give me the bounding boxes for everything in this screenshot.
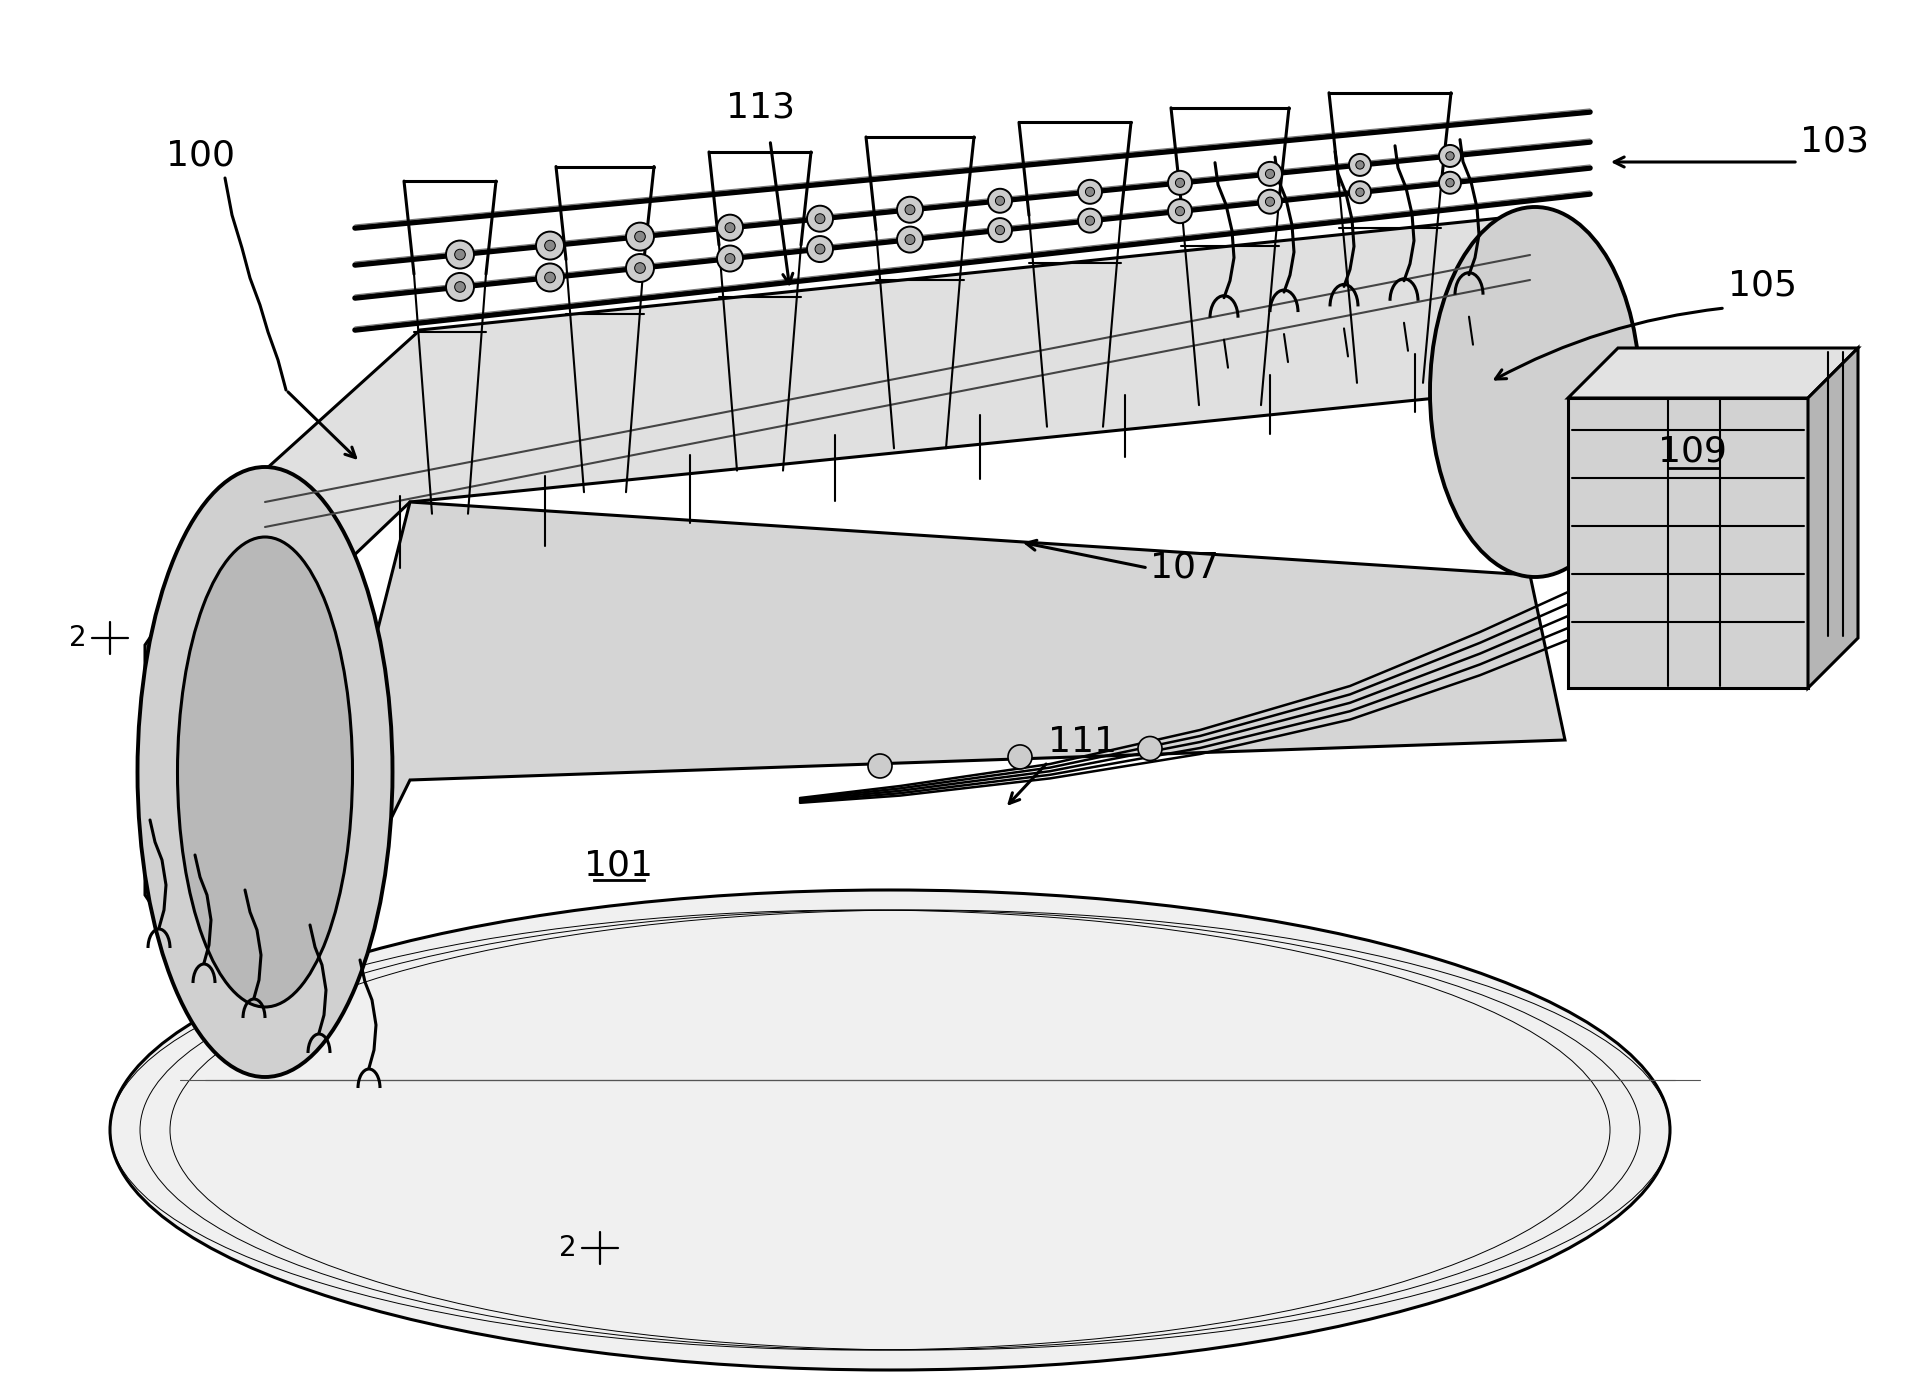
Circle shape xyxy=(1446,152,1454,160)
Text: 2: 2 xyxy=(69,624,87,651)
Circle shape xyxy=(807,236,834,262)
Circle shape xyxy=(1138,737,1161,760)
Text: 2: 2 xyxy=(559,1235,576,1262)
Circle shape xyxy=(1175,179,1184,187)
Circle shape xyxy=(1167,170,1192,195)
Polygon shape xyxy=(144,470,266,1076)
Circle shape xyxy=(815,213,824,223)
Circle shape xyxy=(545,240,555,251)
Text: 103: 103 xyxy=(1801,126,1870,159)
Circle shape xyxy=(996,226,1005,234)
Ellipse shape xyxy=(137,467,393,1077)
Circle shape xyxy=(1265,197,1275,206)
Polygon shape xyxy=(266,502,1566,1076)
Circle shape xyxy=(1356,160,1364,169)
Polygon shape xyxy=(266,215,1566,640)
Circle shape xyxy=(447,240,474,269)
Circle shape xyxy=(447,273,474,301)
Circle shape xyxy=(716,215,743,241)
Circle shape xyxy=(898,197,923,223)
Circle shape xyxy=(1175,206,1184,216)
Circle shape xyxy=(807,205,834,232)
Circle shape xyxy=(455,250,466,259)
Circle shape xyxy=(626,223,655,251)
Circle shape xyxy=(636,262,645,273)
Circle shape xyxy=(724,254,736,264)
Circle shape xyxy=(988,188,1011,213)
Circle shape xyxy=(455,282,466,293)
Text: 101: 101 xyxy=(584,848,653,882)
Ellipse shape xyxy=(110,890,1670,1370)
Circle shape xyxy=(1007,745,1032,769)
Circle shape xyxy=(996,197,1005,205)
Circle shape xyxy=(535,232,564,259)
Text: 100: 100 xyxy=(166,138,235,172)
Circle shape xyxy=(815,244,824,254)
Circle shape xyxy=(905,205,915,215)
Circle shape xyxy=(724,223,736,233)
Circle shape xyxy=(1348,181,1371,204)
Circle shape xyxy=(545,272,555,283)
Circle shape xyxy=(898,226,923,252)
Text: 105: 105 xyxy=(1728,268,1797,301)
Circle shape xyxy=(716,246,743,272)
Ellipse shape xyxy=(177,537,352,1007)
Circle shape xyxy=(869,753,892,778)
Polygon shape xyxy=(1809,347,1859,688)
Circle shape xyxy=(1086,216,1094,225)
Polygon shape xyxy=(1568,398,1809,688)
Text: 113: 113 xyxy=(726,91,795,126)
Circle shape xyxy=(905,234,915,244)
Polygon shape xyxy=(1568,347,1859,398)
Circle shape xyxy=(1356,188,1364,197)
Ellipse shape xyxy=(1429,206,1641,578)
Circle shape xyxy=(1265,169,1275,179)
Text: 111: 111 xyxy=(1048,725,1117,759)
Circle shape xyxy=(626,254,655,282)
Circle shape xyxy=(1439,145,1462,167)
Circle shape xyxy=(988,218,1011,243)
Circle shape xyxy=(1348,153,1371,176)
Circle shape xyxy=(1079,209,1102,233)
Circle shape xyxy=(1086,187,1094,197)
Circle shape xyxy=(1446,179,1454,187)
Circle shape xyxy=(1167,199,1192,223)
Text: 109: 109 xyxy=(1658,435,1726,469)
Circle shape xyxy=(1439,172,1462,194)
Circle shape xyxy=(535,264,564,292)
Circle shape xyxy=(1258,190,1283,213)
Text: 107: 107 xyxy=(1150,551,1219,585)
Circle shape xyxy=(636,232,645,241)
Circle shape xyxy=(1258,162,1283,186)
Circle shape xyxy=(1079,180,1102,204)
